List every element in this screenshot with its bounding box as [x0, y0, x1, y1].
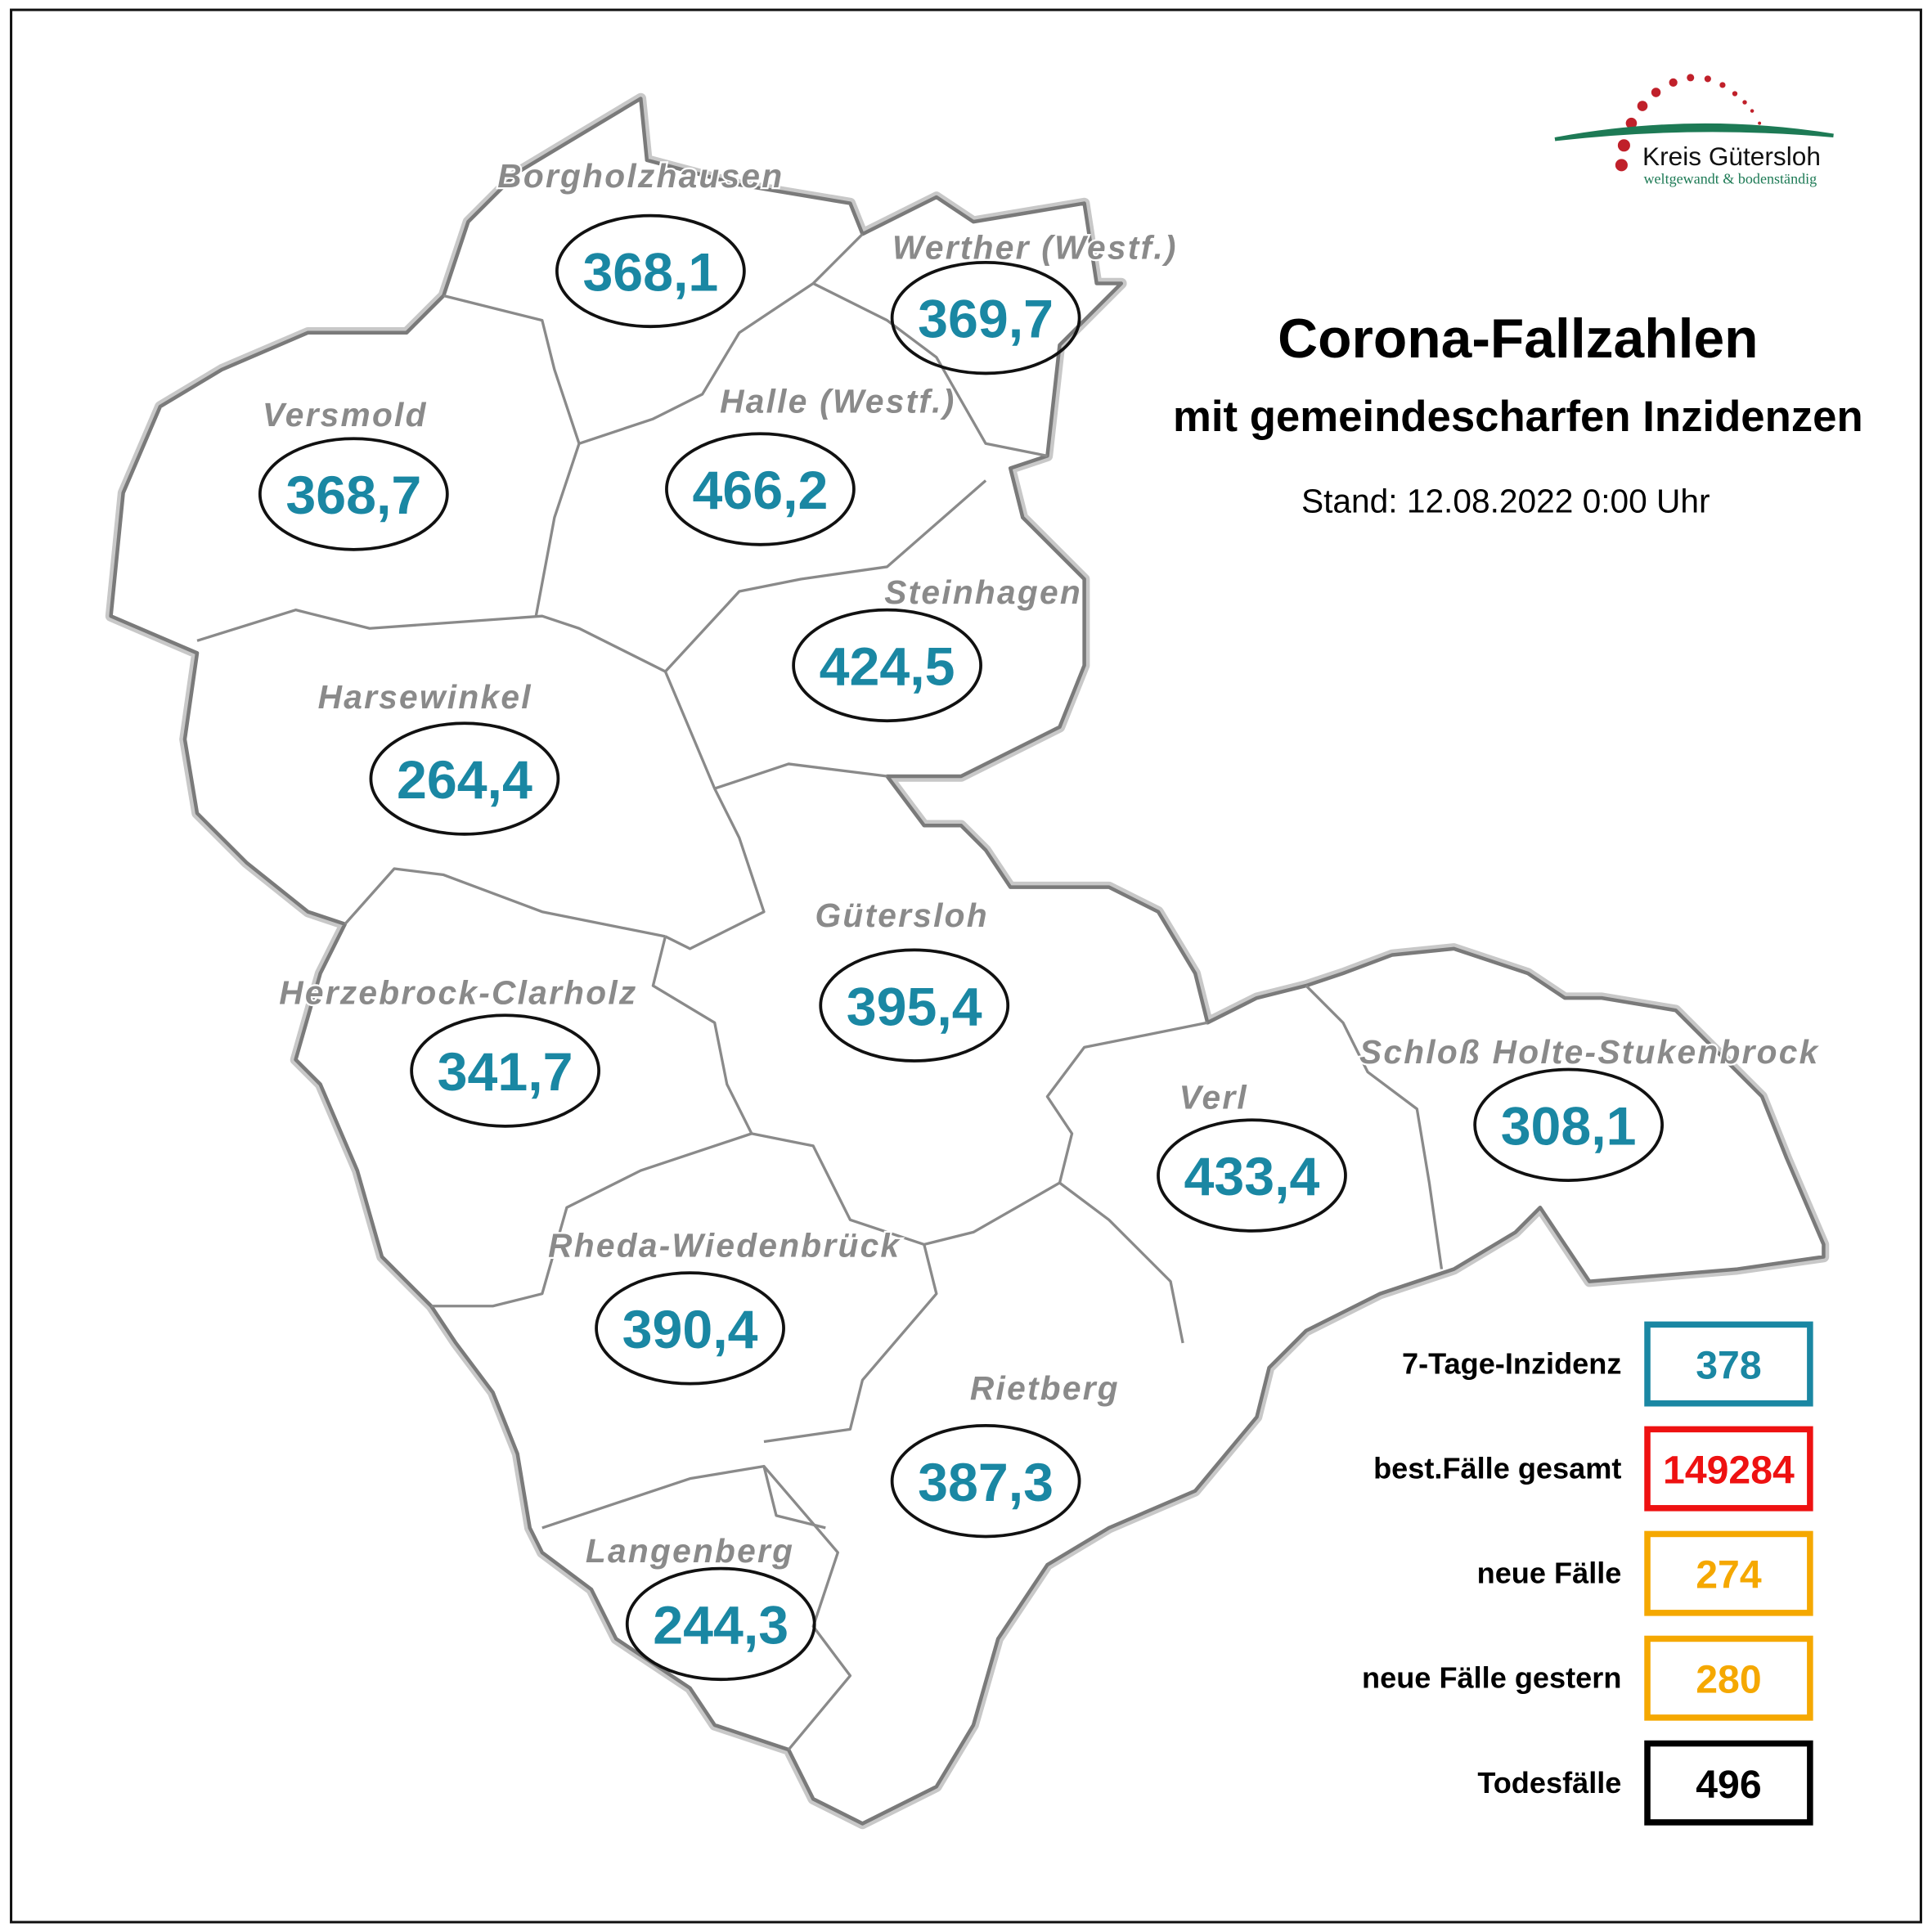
- municipality: Halle (Westf.) 466,2: [665, 380, 956, 546]
- logo-dot: [1669, 78, 1678, 88]
- logo-arc: [1554, 123, 1834, 142]
- page-title: Corona-Fallzahlen: [1278, 308, 1758, 370]
- municipality-incidence: 433,4: [1184, 1147, 1320, 1207]
- municipal-borders: [196, 233, 1444, 1751]
- municipality: Steinhagen 424,5: [792, 572, 1082, 723]
- legend-value: 496: [1696, 1763, 1761, 1807]
- municipality-incidence: 368,1: [582, 243, 718, 303]
- municipality-incidence: 308,1: [1501, 1096, 1637, 1157]
- municipality-name: Langenberg: [586, 1532, 794, 1570]
- municipality-name: Schloß Holte-Stukenbrock: [1359, 1033, 1820, 1071]
- municipality-incidence: 264,4: [397, 750, 532, 811]
- municipality: Schloß Holte-Stukenbrock 308,1: [1358, 1031, 1820, 1182]
- incidence-ellipse: [625, 1566, 816, 1682]
- incidence-ellipse: [890, 1423, 1081, 1539]
- municipality-incidence: 395,4: [847, 977, 982, 1037]
- municipality: Herzebrock-Clarholz 341,7: [277, 972, 638, 1128]
- logo-dots: [1615, 74, 1762, 172]
- logo-dot: [1719, 82, 1726, 88]
- legend-value: 274: [1696, 1553, 1762, 1597]
- legend-value-box: [1644, 1740, 1813, 1826]
- incidence-ellipse: [369, 721, 560, 836]
- timestamp: Stand: 12.08.2022 0:00 Uhr: [1301, 483, 1710, 520]
- logo-dot: [1637, 101, 1648, 111]
- legend-value-box: [1644, 1635, 1813, 1721]
- municipality-incidence: 368,7: [285, 465, 421, 526]
- municipality-name: Verl: [1179, 1079, 1248, 1117]
- legend-value-box: [1644, 1426, 1813, 1512]
- incidence-ellipse: [595, 1271, 785, 1386]
- municipality-name: Halle (Westf.): [720, 383, 955, 420]
- logo-dot: [1651, 88, 1661, 97]
- logo-name: Kreis Gütersloh: [1642, 142, 1821, 171]
- municipality-incidence: 369,7: [918, 290, 1054, 350]
- municipality-name: Herzebrock-Clarholz: [279, 974, 637, 1012]
- municipality-name: Versmold: [263, 396, 428, 434]
- municipality-name: Rheda-Wiedenbrück: [548, 1227, 901, 1265]
- logo-dot: [1750, 109, 1755, 113]
- municipality: Borgholzhausen 368,1: [496, 155, 784, 329]
- legend-label: neue Fälle gestern: [1362, 1661, 1621, 1695]
- legend-value: 378: [1696, 1344, 1761, 1388]
- incidence-ellipse: [665, 432, 856, 546]
- municipality-incidence: 244,3: [653, 1596, 789, 1656]
- municipality-labels: Borgholzhausen 368,1 Werther (Westf.) 369,7…: [258, 155, 1820, 1682]
- incidence-ellipse: [258, 437, 449, 551]
- summary-legend: 7-Tage-Inzidenz 378 best.Fälle gesamt 14928…: [1362, 1321, 1813, 1826]
- legend-label: neue Fälle: [1477, 1557, 1622, 1590]
- legend-label: 7-Tage-Inzidenz: [1402, 1347, 1621, 1381]
- legend-value-box: [1644, 1530, 1813, 1616]
- municipality: Verl 433,4: [1157, 1076, 1347, 1233]
- legend-row: Todesfälle 496: [1477, 1740, 1813, 1826]
- municipality-incidence: 390,4: [622, 1300, 758, 1360]
- incidence-ellipse: [792, 608, 982, 723]
- page-subtitle: mit gemeindescharfen Inzidenzen: [1173, 393, 1863, 441]
- incidence-ellipse: [1473, 1067, 1664, 1182]
- incidence-ellipse: [1157, 1118, 1347, 1233]
- incidence-ellipse: [890, 260, 1081, 375]
- municipality-name: Steinhagen: [884, 573, 1082, 611]
- logo-dot: [1704, 75, 1711, 83]
- municipality-incidence: 341,7: [438, 1042, 573, 1103]
- municipality-incidence: 387,3: [918, 1453, 1054, 1513]
- municipality: Rheda-Wiedenbrück 390,4: [546, 1224, 901, 1386]
- legend-value-box: [1644, 1321, 1813, 1407]
- logo-dot: [1687, 74, 1695, 82]
- municipality-incidence: 466,2: [693, 461, 829, 521]
- municipality: Langenberg 244,3: [584, 1530, 816, 1682]
- logo-tagline: weltgewandt & bodenständig: [1644, 170, 1817, 186]
- municipality-name: Werther (Westf.): [892, 228, 1178, 266]
- kreis-guetersloh-logo: Kreis Gütersloh weltgewandt & bodenständ…: [1554, 74, 1834, 186]
- legend-label: best.Fälle gesamt: [1373, 1452, 1621, 1485]
- municipality-name: Borgholzhausen: [497, 157, 784, 195]
- header: Corona-Fallzahlen mit gemeindescharfen I…: [1173, 308, 1863, 520]
- legend-row: neue Fälle gestern 280: [1362, 1635, 1813, 1721]
- legend-value: 149284: [1663, 1449, 1795, 1493]
- logo-dot: [1758, 121, 1762, 125]
- municipality-incidence: 424,5: [820, 637, 955, 698]
- municipality: Rietberg 387,3: [890, 1368, 1120, 1539]
- logo-dot: [1742, 100, 1747, 105]
- legend-label: Todesfälle: [1477, 1766, 1621, 1799]
- municipality-name: Harsewinkel: [318, 678, 532, 716]
- incidence-ellipse: [555, 213, 746, 329]
- municipality: Versmold 368,7: [258, 394, 449, 551]
- municipality: Harsewinkel 264,4: [316, 676, 560, 836]
- legend-row: 7-Tage-Inzidenz 378: [1402, 1321, 1813, 1407]
- incidence-ellipse: [410, 1013, 600, 1128]
- logo-dot: [1732, 91, 1738, 97]
- legend-row: neue Fälle 274: [1477, 1530, 1813, 1616]
- legend-value: 280: [1696, 1658, 1761, 1702]
- legend-row: best.Fälle gesamt 149284: [1373, 1426, 1813, 1512]
- logo-dot: [1617, 139, 1630, 152]
- municipality-name: Gütersloh: [815, 896, 988, 934]
- logo-dot: [1625, 117, 1638, 129]
- logo-dot: [1615, 159, 1628, 172]
- incidence-ellipse: [819, 948, 1010, 1063]
- municipality: Werther (Westf.) 369,7: [890, 227, 1178, 375]
- municipality-name: Rietberg: [970, 1369, 1120, 1407]
- municipality: Gütersloh 395,4: [813, 895, 1010, 1063]
